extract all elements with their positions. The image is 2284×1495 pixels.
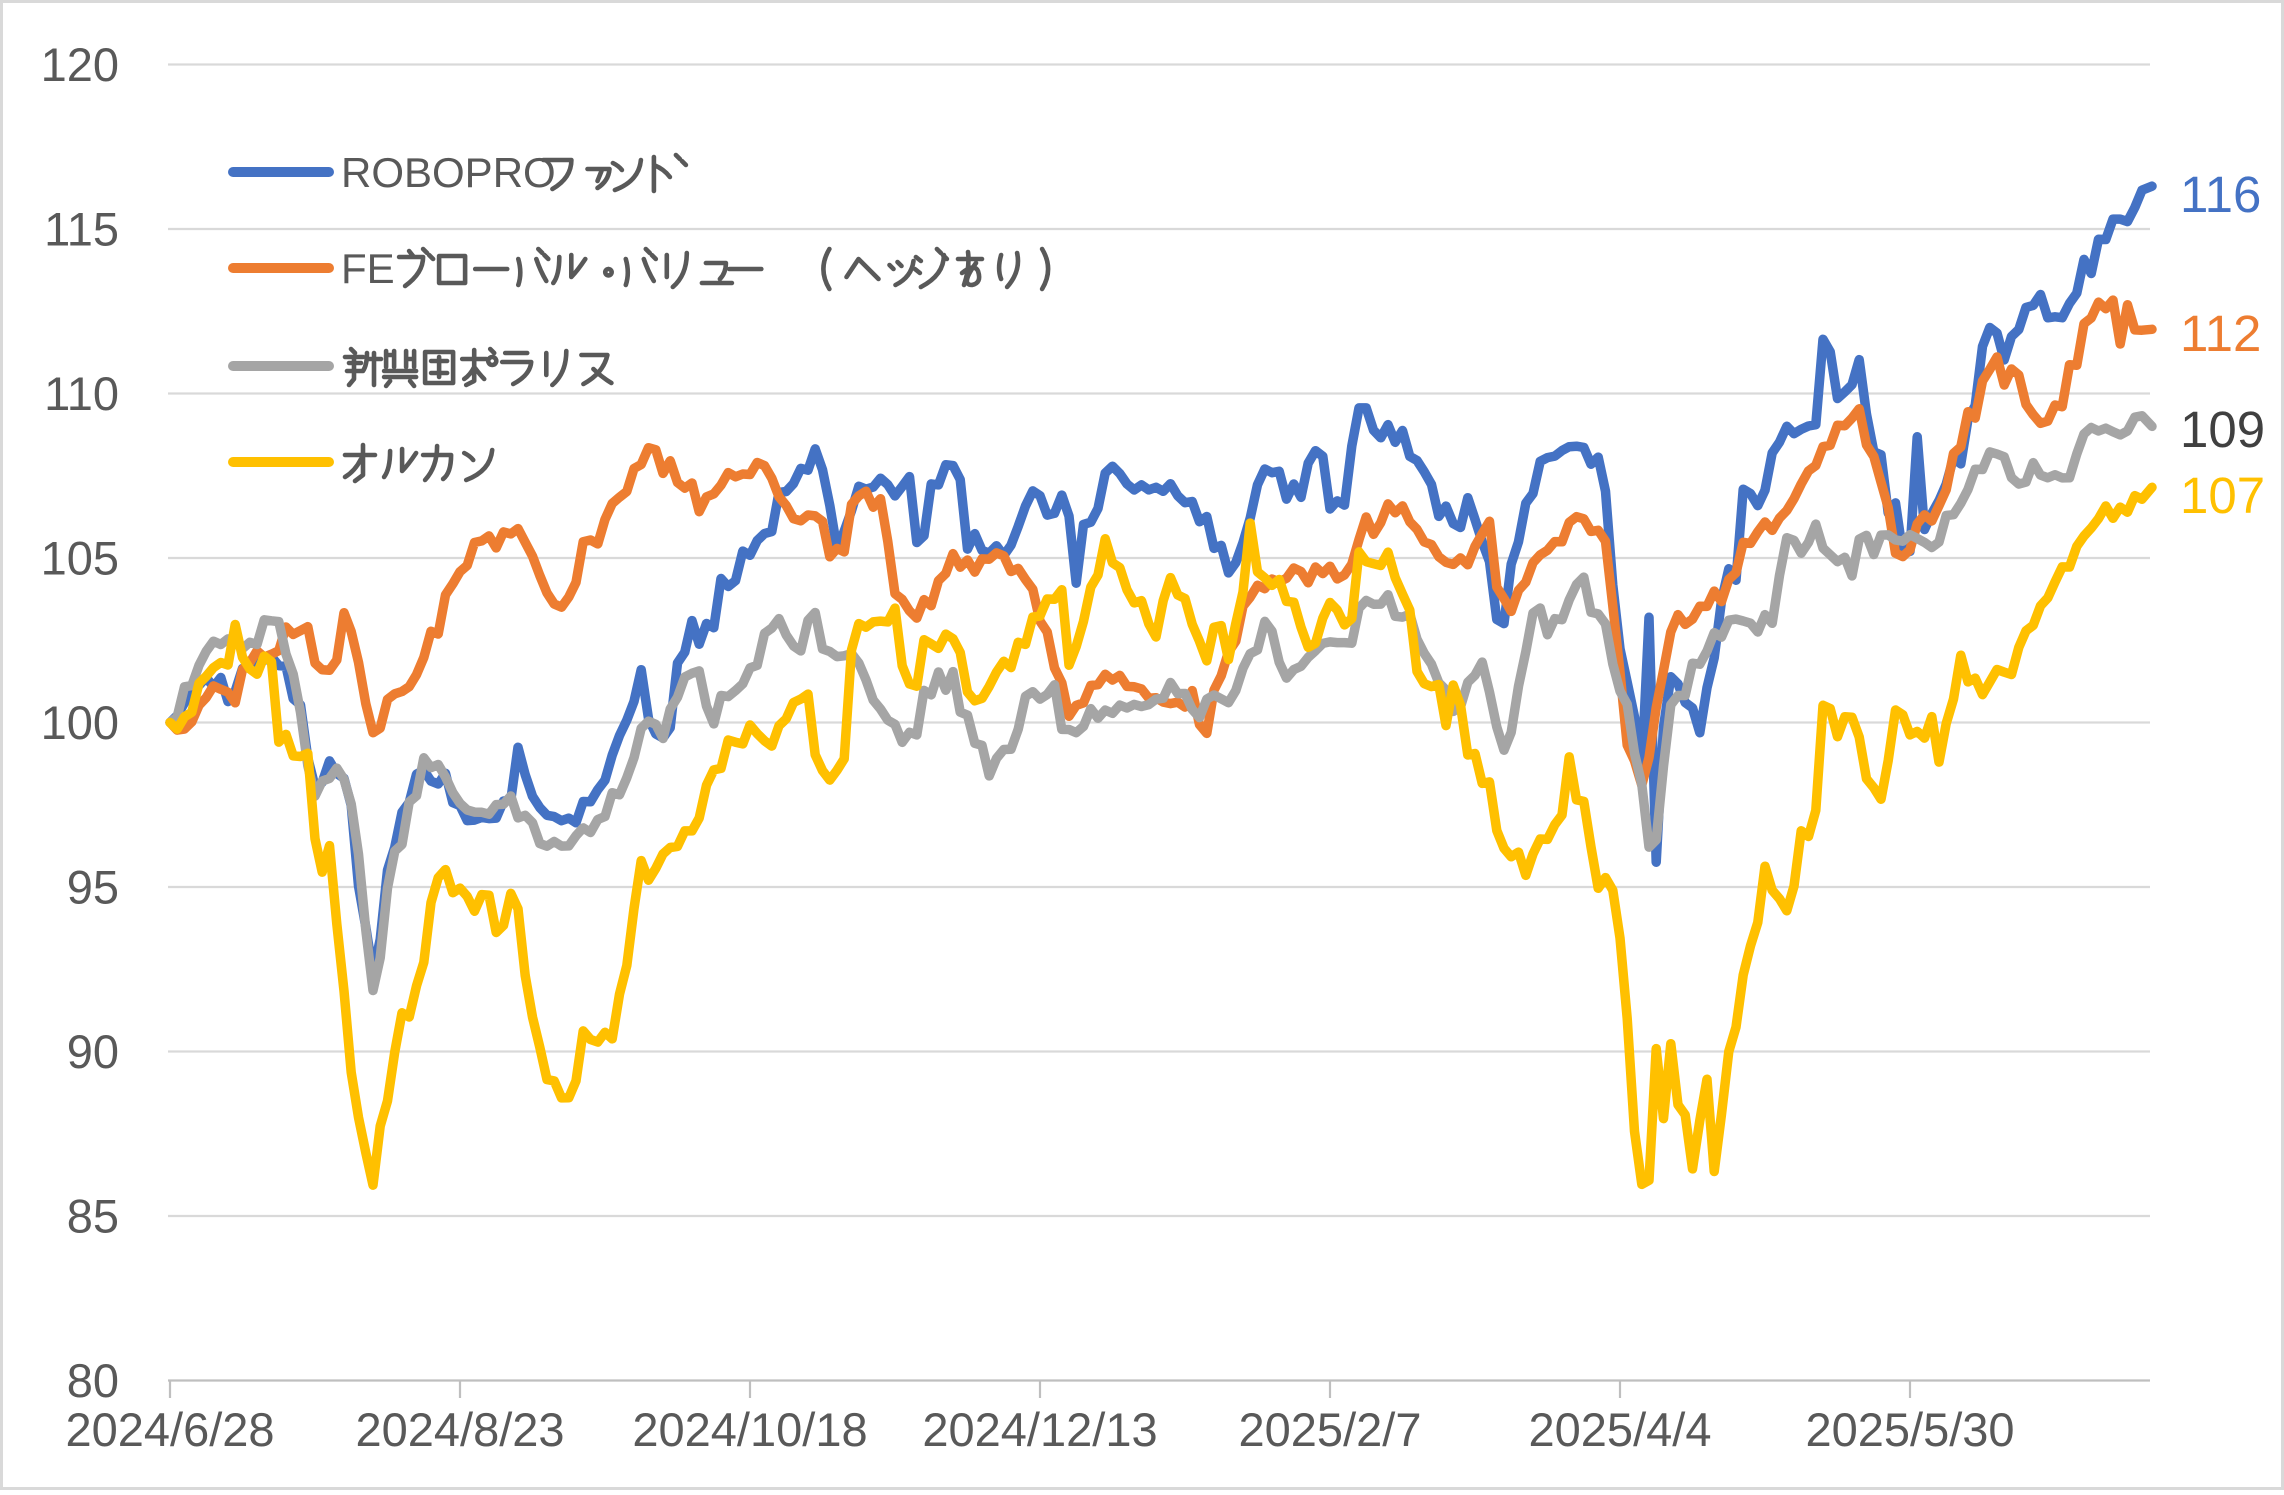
svg-text:2025/5/30: 2025/5/30 xyxy=(1805,1403,2014,1456)
svg-text:FE: FE xyxy=(341,245,395,292)
svg-text:95: 95 xyxy=(67,861,119,914)
svg-text:105: 105 xyxy=(41,532,119,585)
svg-text:ROBOPRO: ROBOPRO xyxy=(341,149,556,196)
svg-text:110: 110 xyxy=(44,367,119,420)
svg-text:112: 112 xyxy=(2180,305,2261,362)
svg-text:80: 80 xyxy=(67,1354,119,1407)
svg-text:2024/12/13: 2024/12/13 xyxy=(922,1403,1157,1456)
svg-text:109: 109 xyxy=(2180,401,2265,458)
svg-text:2024/10/18: 2024/10/18 xyxy=(632,1403,867,1456)
svg-text:115: 115 xyxy=(44,203,119,256)
svg-text:85: 85 xyxy=(67,1190,119,1243)
svg-text:2024/8/23: 2024/8/23 xyxy=(355,1403,564,1456)
svg-text:120: 120 xyxy=(41,38,119,91)
svg-text:116: 116 xyxy=(2180,166,2261,223)
svg-text:2024/6/28: 2024/6/28 xyxy=(65,1403,274,1456)
svg-text:107: 107 xyxy=(2180,467,2265,524)
svg-text:100: 100 xyxy=(41,696,119,749)
svg-text:2025/4/4: 2025/4/4 xyxy=(1529,1403,1712,1456)
svg-text:2025/2/7: 2025/2/7 xyxy=(1239,1403,1422,1456)
svg-text:90: 90 xyxy=(67,1025,119,1078)
